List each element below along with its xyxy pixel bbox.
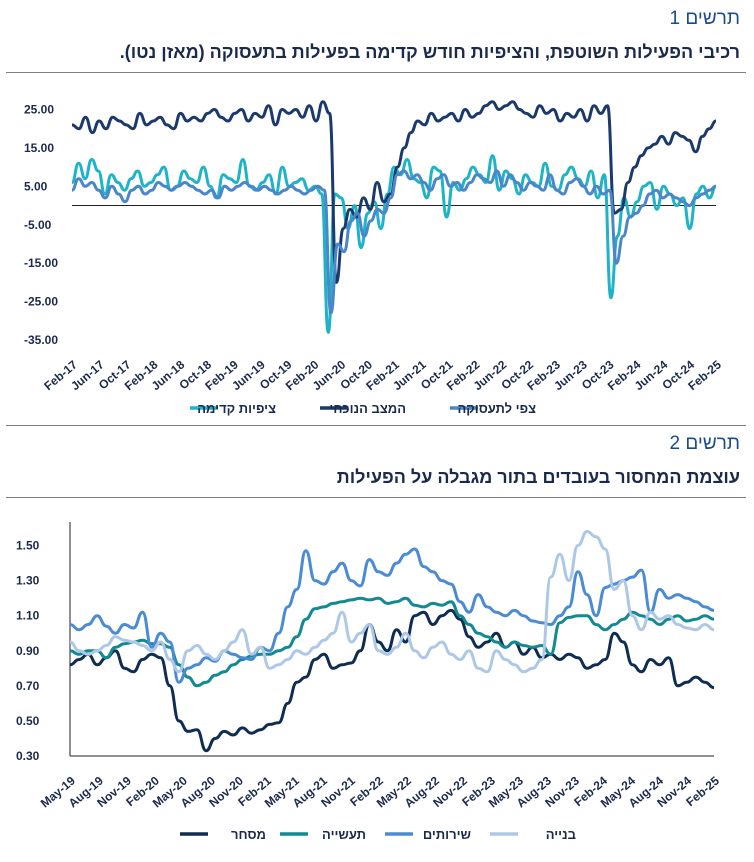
legend-label-0: ציפיות קדימה [197,401,276,416]
legend-label-2: צפי לתעסוקה [458,401,537,416]
legend-label-2: שירותים [423,827,471,842]
y-tick-label: 1.50 [16,539,40,553]
figure-1-divider [6,72,746,73]
y-tick-label: 0.30 [16,749,40,763]
figure-2-title: עוצמת המחסור בעובדים בתור מגבלה על הפעיל… [336,467,740,487]
y-tick-label: 0.70 [16,679,40,693]
series-line-1 [69,596,715,688]
y-tick-label: -25.00 [24,295,58,309]
series-line-2 [71,169,717,315]
y-tick-label: -15.00 [24,256,58,270]
chart-2: 1.501.301.100.900.700.500.30May-19Aug-19… [16,522,722,842]
y-tick-label: 25.00 [24,103,54,117]
y-tick-label: 15.00 [24,141,54,155]
series-line-2 [69,547,715,684]
legend-label-1: המצב הנוכחי [329,401,406,416]
y-tick-label: 1.10 [16,609,40,623]
legend-label-1: תעשייה [322,827,366,842]
y-tick-label: 0.90 [16,644,40,658]
figure-1-title: רכיבי הפעילות השוטפת, והציפיות חודש קדימ… [119,42,740,62]
y-tick-label: 0.50 [16,714,40,728]
figure-2-label: תרשים 2 [669,433,740,454]
y-tick-label: -35.00 [24,333,58,347]
series-line-0 [69,608,715,753]
legend-label-3: בנייה [546,827,576,842]
chart-1: 25.0015.005.00-5.00-15.00-25.00-35.00Feb… [24,100,724,416]
y-tick-label: -5.00 [24,218,52,232]
figure-1-label: תרשים 1 [669,8,740,29]
section-divider [6,425,746,426]
y-tick-label: 5.00 [24,179,48,193]
y-tick-label: 1.30 [16,574,40,588]
series-line-0 [70,154,717,334]
legend-label-0: מסחר [231,827,266,842]
series-line-3 [69,530,715,674]
figure-2-divider [6,497,746,498]
